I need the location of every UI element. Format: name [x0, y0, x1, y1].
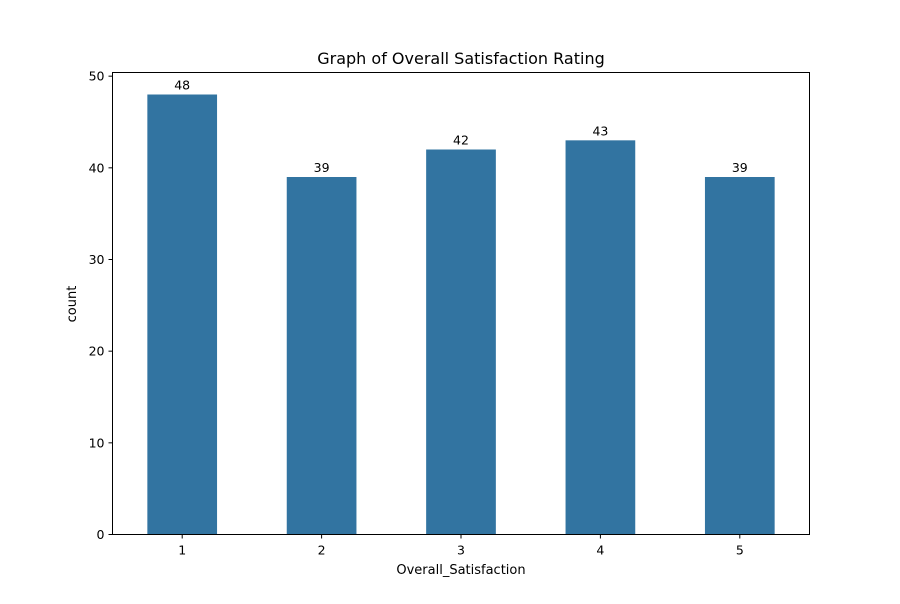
data-label-5: 39	[732, 160, 748, 175]
data-label-1: 48	[174, 78, 190, 93]
bar-1	[147, 94, 218, 535]
chart-title: Graph of Overall Satisfaction Rating	[317, 49, 605, 68]
y-tick-label-30: 30	[89, 252, 105, 267]
y-tick-label-0: 0	[97, 527, 105, 542]
x-tick-label-2: 2	[318, 543, 326, 558]
x-tick-label-4: 4	[596, 543, 604, 558]
x-tick-label-3: 3	[457, 543, 465, 558]
bar-5	[704, 177, 775, 535]
bars-group	[147, 94, 775, 535]
y-tick-label-40: 40	[89, 160, 105, 175]
data-label-2: 39	[314, 160, 330, 175]
x-axis: 1 2 3 4 5	[178, 534, 744, 558]
y-tick-label-50: 50	[89, 69, 105, 84]
bar-2	[286, 177, 357, 535]
x-axis-label: Overall_Satisfaction	[396, 563, 525, 578]
data-labels-group: 48 39 42 43 39	[174, 78, 748, 176]
bar-4	[565, 140, 636, 535]
y-axis: 0 10 20 30 40 50	[89, 69, 113, 542]
bar-3	[426, 149, 496, 535]
data-label-4: 43	[592, 123, 608, 138]
data-label-3: 42	[453, 133, 469, 148]
y-axis-label: count	[65, 286, 80, 323]
x-tick-label-5: 5	[736, 543, 744, 558]
y-tick-label-10: 10	[89, 435, 105, 450]
x-tick-label-1: 1	[178, 543, 186, 558]
y-tick-label-20: 20	[89, 344, 105, 359]
